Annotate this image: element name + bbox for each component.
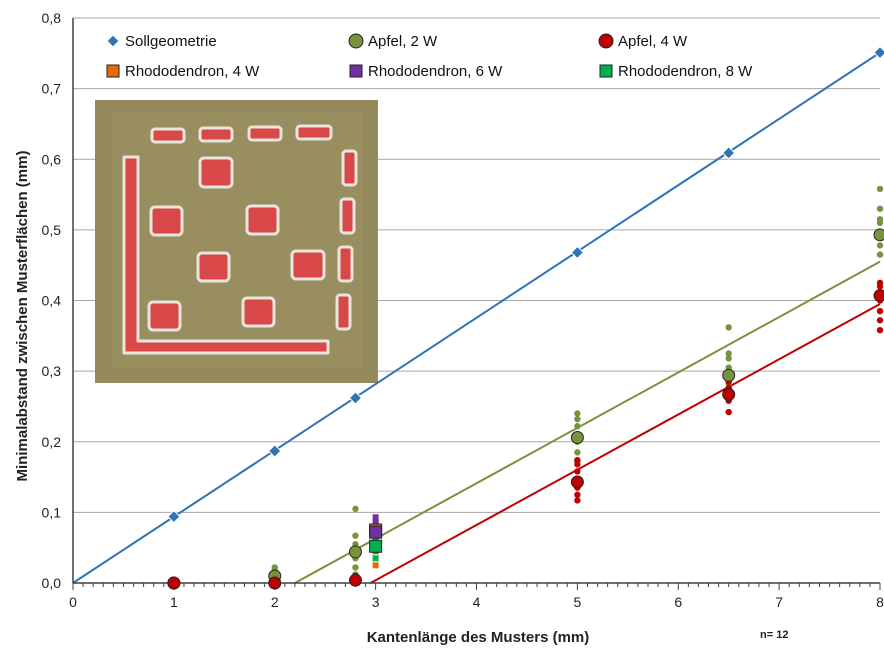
scatter-point: [876, 185, 884, 193]
x-tick-label: 7: [775, 594, 783, 610]
scatter-point: [876, 307, 884, 315]
legend-label: Apfel, 2 W: [368, 33, 438, 50]
inset-photo: [95, 100, 378, 383]
axes: 0,0 0,1 0,2 0,3 0,4 0,5 0,6 0,7 0,8 0 1 2 3 4 5 6 7 8: [42, 10, 884, 610]
scatter-point: [372, 514, 379, 521]
mean-point: [167, 509, 181, 524]
legend-item: Sollgeometrie: [106, 33, 217, 50]
legend-label: Sollgeometrie: [125, 33, 217, 50]
legend-marker: [598, 33, 614, 49]
scatter-point: [574, 410, 581, 417]
legend: Sollgeometrie Apfel, 2 W Apfel, 4 W Rhodode…: [106, 33, 753, 80]
scatter-point: [876, 251, 884, 258]
trendline: [294, 260, 881, 584]
mean-point: [722, 387, 736, 401]
scatter-point: [725, 350, 732, 357]
x-tick-label: 2: [271, 594, 279, 610]
scatter-point: [574, 449, 581, 456]
sample-size-note: n= 12: [760, 629, 788, 641]
scatter-point: [725, 355, 732, 362]
y-tick-label: 0,8: [42, 10, 62, 26]
scatter-point: [876, 317, 884, 324]
y-axis-title: Minimalabstand zwischen Musterflächen (m…: [14, 151, 31, 482]
trendline: [72, 51, 881, 584]
scatter-point: [574, 497, 581, 504]
scatter-point: [574, 491, 581, 498]
y-tick-label: 0,4: [42, 293, 62, 309]
x-tick-label: 4: [473, 594, 481, 610]
y-tick-label: 0,6: [42, 151, 62, 167]
scatter-point: [372, 555, 379, 562]
x-axis-title: Kantenlänge des Musters (mm): [367, 629, 590, 646]
scatter-point: [876, 283, 884, 290]
mean-point: [369, 525, 383, 539]
legend-marker: [106, 64, 120, 78]
y-tick-label: 0,5: [42, 222, 62, 238]
legend-label: Rhododendron, 8 W: [618, 63, 753, 80]
scatter-point: [372, 519, 379, 526]
legend-label: Rhododendron, 6 W: [368, 63, 503, 80]
mean-point: [873, 289, 884, 303]
mean-point: [268, 444, 282, 458]
scatter-point: [574, 423, 581, 430]
scatter-point: [876, 219, 884, 227]
y-tick-label: 0,7: [42, 81, 62, 97]
scatter-point: [352, 564, 359, 571]
mean-point: [348, 391, 363, 405]
mean-point: [348, 573, 362, 587]
scatter-point: [352, 505, 359, 513]
scatter-point: [725, 408, 732, 416]
y-tick-label: 0,1: [42, 504, 62, 520]
scatter-point: [574, 415, 581, 423]
mean-point: [873, 45, 884, 60]
trendline: [370, 303, 881, 584]
legend-item: Rhododendron, 8 W: [599, 63, 753, 80]
mean-point: [721, 146, 736, 160]
scatter-point: [876, 242, 884, 249]
legend-marker: [349, 64, 363, 78]
legend-item: Apfel, 2 W: [348, 33, 438, 50]
x-tick-label: 0: [69, 594, 77, 610]
scatter-point: [876, 326, 884, 334]
y-tick-label: 0,2: [42, 434, 62, 450]
trendlines: [72, 51, 881, 584]
y-tick-label: 0,3: [42, 363, 62, 379]
legend-label: Rhododendron, 4 W: [125, 63, 260, 80]
scatter-point: [574, 468, 581, 475]
x-tick-label: 5: [573, 594, 581, 610]
scatter-point: [271, 564, 278, 571]
mean-point: [722, 368, 736, 382]
scatter-point: [352, 532, 359, 539]
legend-marker: [348, 33, 364, 49]
mean-point: [570, 475, 584, 489]
mean-point: [268, 576, 282, 590]
data-points: [167, 45, 884, 590]
mean-point: [348, 545, 362, 559]
mean-point: [873, 228, 884, 242]
y-tick-label: 0,0: [42, 575, 62, 591]
legend-item: Rhododendron, 6 W: [349, 63, 503, 80]
mean-point: [369, 539, 383, 553]
legend-marker: [599, 64, 613, 78]
mean-point: [167, 576, 181, 590]
legend-item: Rhododendron, 4 W: [106, 63, 260, 80]
x-tick-label: 3: [372, 594, 380, 610]
mean-point: [570, 431, 584, 445]
legend-item: Apfel, 4 W: [598, 33, 688, 50]
scatter-point: [876, 205, 884, 212]
x-tick-label: 6: [674, 594, 682, 610]
scatter-point: [574, 461, 581, 468]
legend-marker: [106, 34, 120, 48]
mean-point: [570, 245, 585, 260]
x-tick-label: 8: [876, 594, 884, 610]
x-tick-label: 1: [170, 594, 178, 610]
scatter-point: [725, 324, 732, 331]
scatter-point: [372, 562, 379, 569]
legend-label: Apfel, 4 W: [618, 33, 688, 50]
